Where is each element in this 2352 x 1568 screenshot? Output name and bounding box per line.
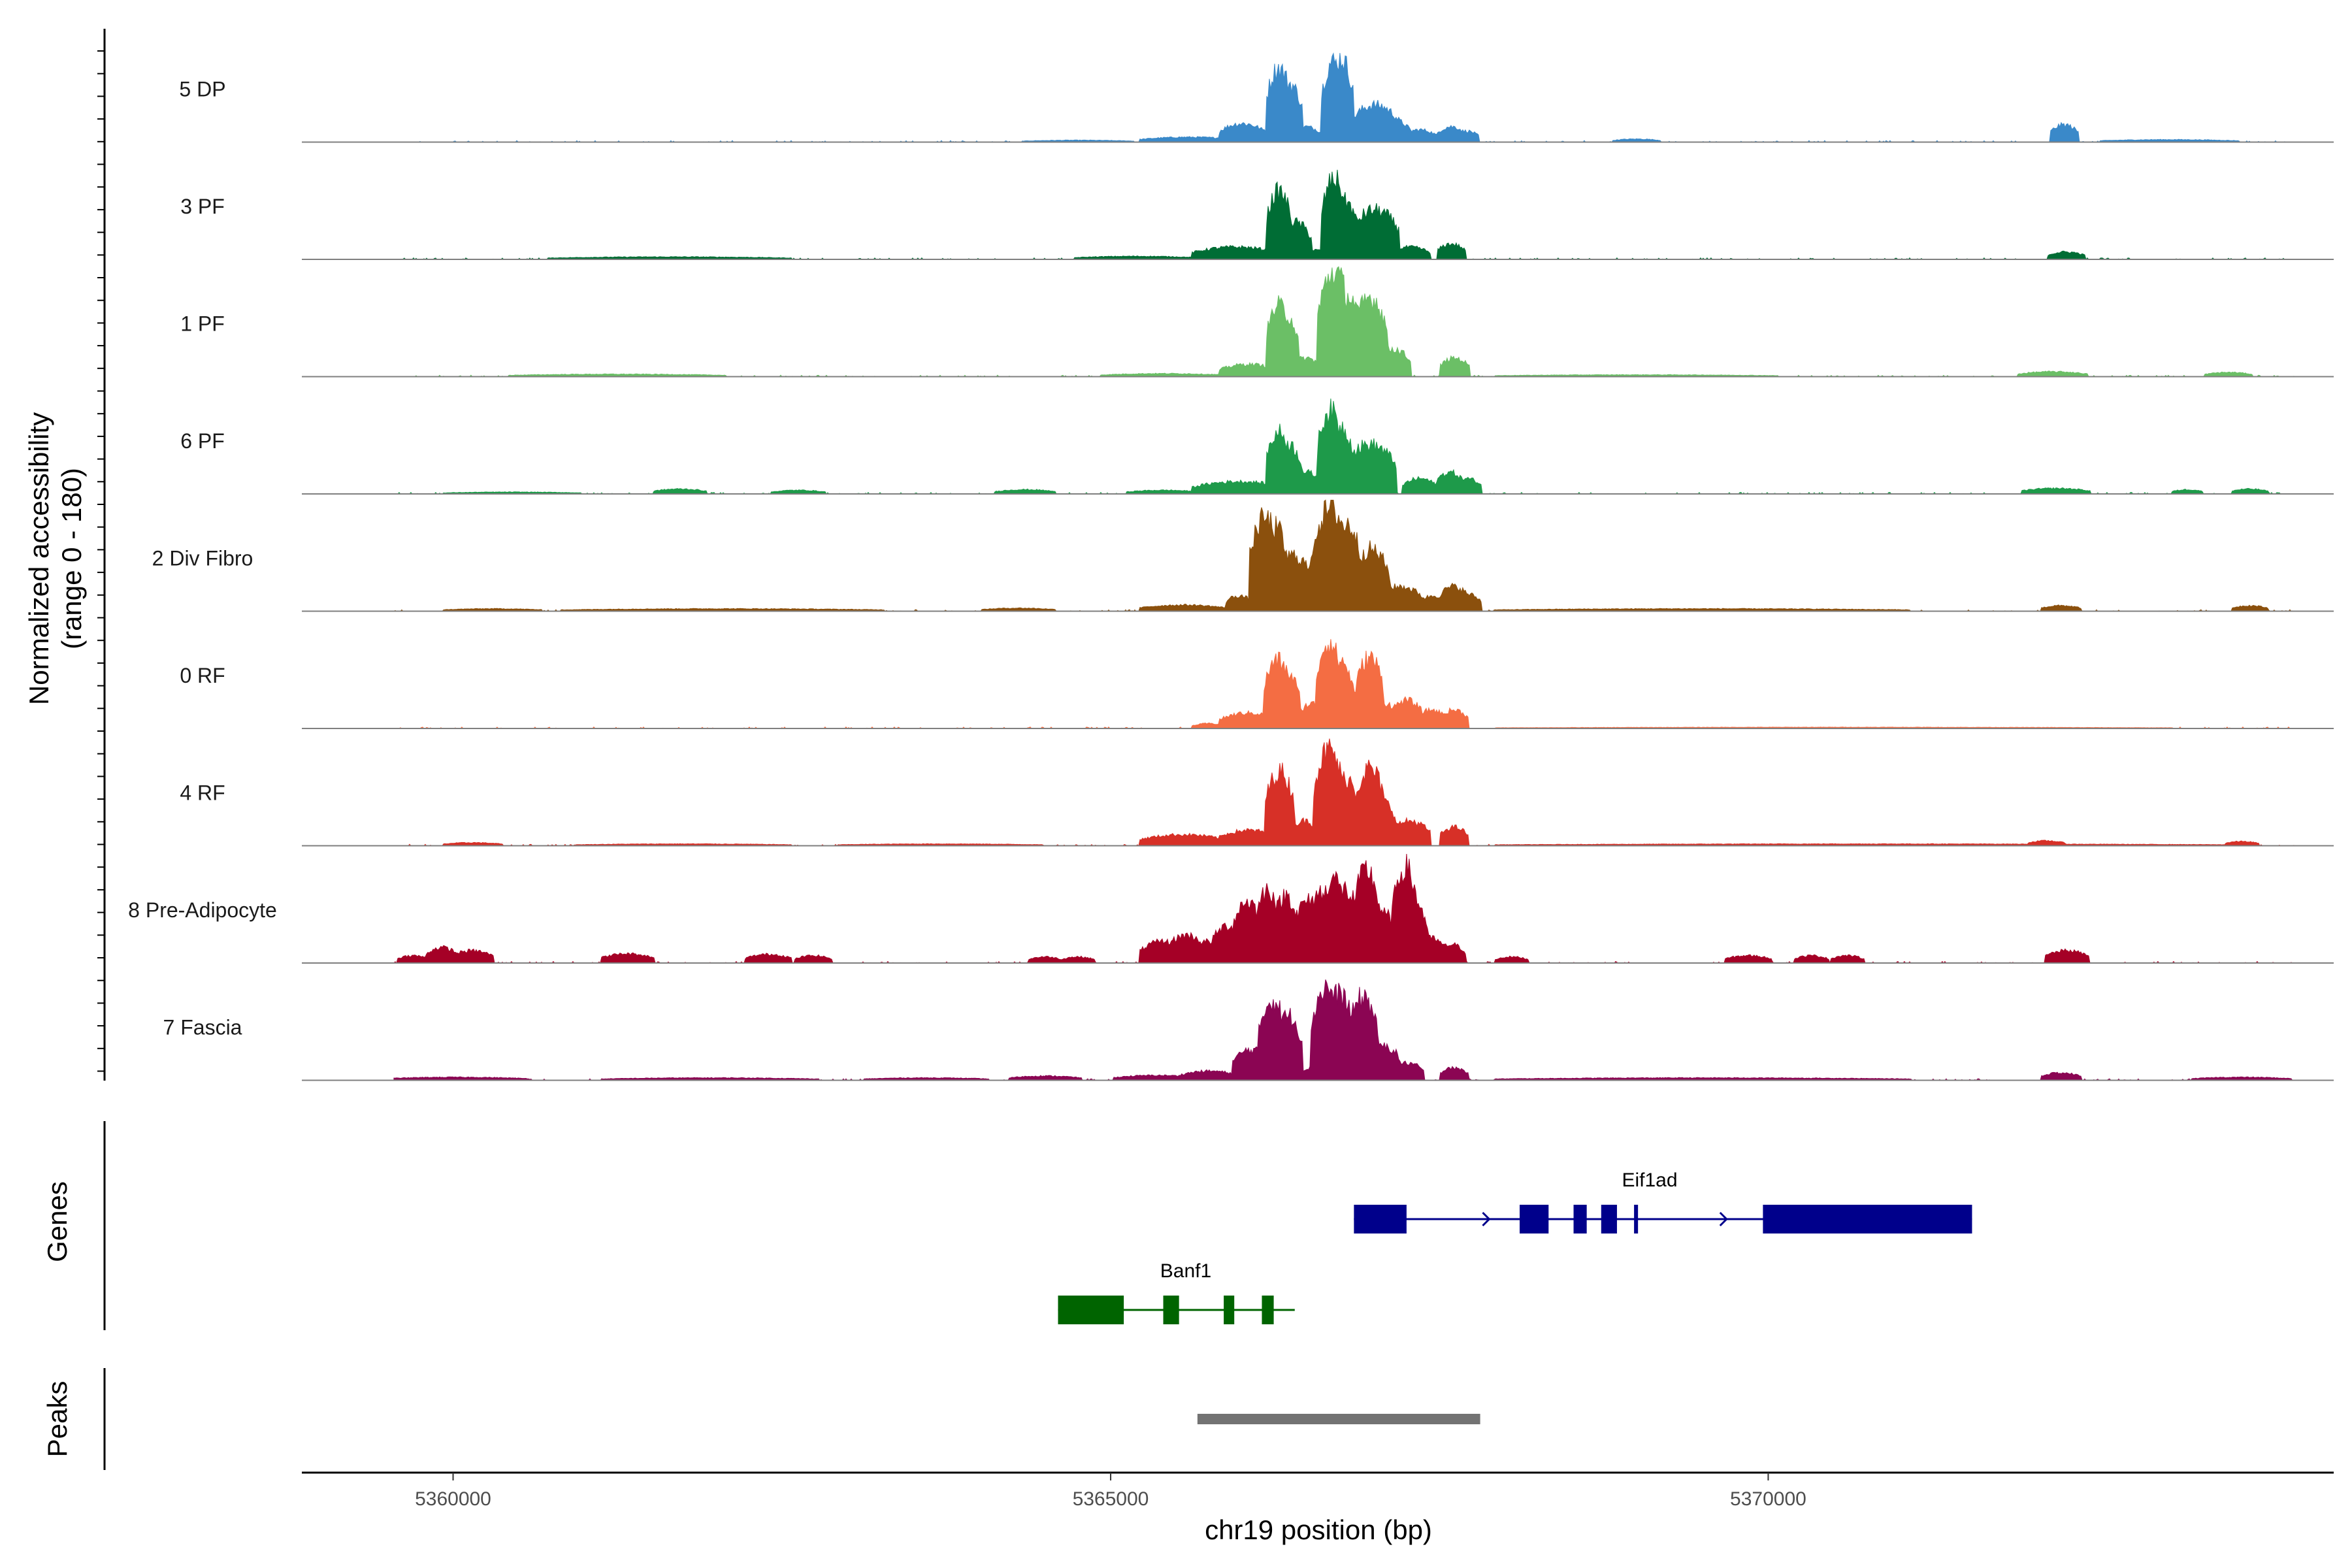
gene-eif1ad: Eif1ad [1354,1169,1972,1233]
strand-arrow [1482,1211,1491,1227]
peaks-panel-title: Peaks [42,1381,73,1458]
gene-exon [1163,1296,1179,1324]
track-label: 0 RF [180,664,225,687]
coverage-area [393,169,2295,261]
track-5-dp: 5 DP [179,52,2334,143]
track-2-div-fibro: 2 Div Fibro [152,499,2334,612]
gene-banf1: Banf1 [1058,1260,1295,1324]
gene-exon [1601,1205,1617,1233]
x-axis-title: chr19 position (bp) [1205,1514,1432,1545]
track-4-rf: 4 RF [180,738,2334,847]
track-7-fascia: 7 Fascia [163,979,2334,1081]
track-label: 2 Div Fibro [152,547,253,570]
track-label: 6 PF [180,429,225,453]
gene-label: Banf1 [1160,1260,1211,1282]
track-label: 4 RF [180,781,225,805]
coverage-area [393,979,2295,1081]
x-axis: 5360000 5365000 5370000 [302,1471,2334,1510]
genes-panel: Eif1ad Banf1 [103,1121,1972,1330]
coverage-panel: 5 DP 3 PF 1 PF 6 PF 2 Div Fibro 0 RF 4 RF 8 Pre… [97,29,2334,1081]
gene-exon [1519,1205,1549,1233]
peak-region [1197,1414,1480,1424]
gene-exon [1763,1205,1972,1233]
y-axis-subtitle: (range 0 - 180) [56,468,87,649]
coverage-area [393,853,2295,964]
y-axis-title: Normalized accessibility [24,412,54,705]
gene-exon [1262,1296,1274,1324]
coverage-area [393,266,2295,378]
gene-exon [1224,1296,1235,1324]
coverage-area [393,399,2295,495]
coverage-area [393,738,2295,847]
track-0-rf: 0 RF [180,639,2334,729]
track-6-pf: 6 PF [180,399,2334,495]
gene-exon [1573,1205,1587,1233]
x-tick-label: 5370000 [1730,1488,1806,1510]
track-1-pf: 1 PF [180,266,2334,378]
track-label: 7 Fascia [163,1016,242,1039]
coverage-area [393,52,2295,143]
gene-exon [1058,1296,1124,1324]
gene-exon [1634,1205,1639,1233]
coverage-area [393,499,2295,612]
track-8-pre-adipocyte: 8 Pre-Adipocyte [128,853,2334,964]
track-label: 5 DP [179,78,225,101]
peaks-panel [103,1368,1480,1470]
gene-label: Eif1ad [1622,1169,1677,1191]
gene-exon [1354,1205,1407,1233]
coverage-area [393,639,2295,729]
track-label: 8 Pre-Adipocyte [128,898,277,922]
strand-arrow [1719,1211,1728,1227]
x-tick-label: 5360000 [415,1488,491,1510]
track-label: 1 PF [180,312,225,336]
x-tick-label: 5365000 [1073,1488,1149,1510]
y-axis [97,29,106,1081]
track-label: 3 PF [180,195,225,218]
genes-panel-title: Genes [42,1181,73,1262]
track-3-pf: 3 PF [180,169,2334,261]
